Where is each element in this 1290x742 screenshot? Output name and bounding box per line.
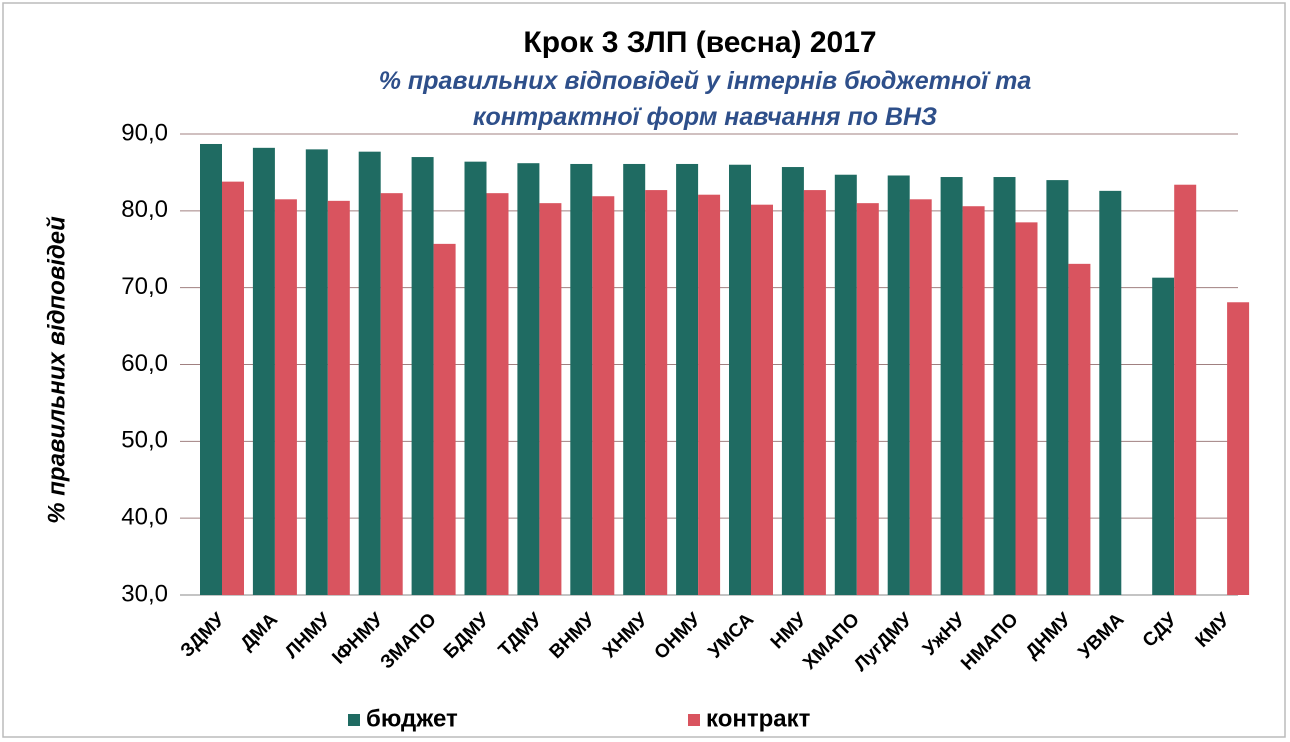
bar bbox=[1099, 190, 1122, 595]
chart-title: Крок 3 ЗЛП (весна) 2017 bbox=[523, 26, 876, 59]
bar bbox=[1227, 302, 1250, 595]
bar bbox=[327, 200, 350, 595]
bar bbox=[380, 193, 403, 595]
bar bbox=[909, 199, 932, 595]
bar bbox=[486, 193, 509, 595]
bar bbox=[623, 163, 646, 595]
legend-swatch bbox=[688, 714, 700, 726]
bar bbox=[1068, 263, 1091, 595]
bar bbox=[539, 203, 562, 595]
bar bbox=[570, 163, 593, 595]
y-tick-label: 30,0 bbox=[121, 580, 168, 607]
bar bbox=[993, 177, 1016, 595]
legend-swatch bbox=[348, 714, 360, 726]
bar bbox=[517, 163, 540, 596]
bar bbox=[940, 177, 963, 595]
bar bbox=[433, 243, 456, 595]
y-tick-label: 50,0 bbox=[121, 427, 168, 454]
bar bbox=[1174, 184, 1197, 595]
bar bbox=[222, 181, 244, 596]
chart-subtitle: % правильних відповідей у інтернів бюдже… bbox=[379, 67, 1032, 131]
y-axis-title: % правильних відповідей bbox=[43, 216, 70, 524]
bar bbox=[274, 199, 297, 595]
y-tick-label: 40,0 bbox=[121, 504, 168, 531]
bar bbox=[676, 163, 699, 595]
bar bbox=[411, 157, 434, 596]
bar bbox=[1152, 277, 1175, 595]
bar bbox=[1015, 222, 1038, 595]
bar bbox=[729, 164, 751, 595]
bar bbox=[252, 147, 275, 595]
bar bbox=[751, 204, 773, 596]
bar bbox=[781, 167, 804, 595]
bar bbox=[305, 149, 328, 595]
y-tick-label: 90,0 bbox=[121, 119, 168, 146]
bar bbox=[645, 190, 668, 596]
bar bbox=[358, 151, 381, 595]
bar bbox=[887, 175, 910, 596]
bar bbox=[200, 143, 222, 595]
legend-label: контракт bbox=[706, 705, 811, 732]
bar bbox=[464, 161, 487, 595]
y-tick-label: 60,0 bbox=[121, 350, 168, 377]
bar bbox=[698, 194, 721, 595]
y-tick-label: 70,0 bbox=[121, 273, 168, 300]
bar bbox=[834, 174, 857, 595]
bar bbox=[962, 206, 985, 595]
legend-label: бюджет bbox=[366, 705, 458, 732]
bar bbox=[1046, 180, 1069, 595]
bar bbox=[803, 190, 826, 596]
y-tick-label: 80,0 bbox=[121, 196, 168, 223]
bar bbox=[592, 196, 615, 596]
bar bbox=[856, 203, 879, 595]
